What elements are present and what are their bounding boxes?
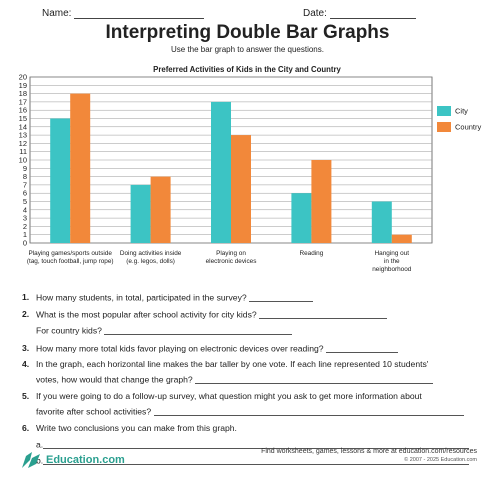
bar-country	[70, 93, 91, 243]
question-number: 4.	[22, 359, 30, 369]
y-tick-label: 11	[19, 147, 27, 156]
bar-city	[211, 101, 231, 244]
bar-city	[50, 118, 71, 243]
answer-blank[interactable]	[153, 407, 464, 416]
bar-country	[391, 234, 412, 243]
bar-city	[291, 193, 312, 243]
answer-blank[interactable]	[195, 375, 434, 384]
answer-label: a.	[36, 439, 44, 450]
y-tick-label: 5	[23, 197, 27, 206]
bar-country	[311, 160, 332, 243]
legend-swatch-country	[437, 122, 451, 132]
y-tick-label: 19	[19, 81, 27, 90]
category-label: Hanging out	[375, 250, 410, 257]
y-tick-label: 1	[23, 230, 27, 239]
y-tick-label: 10	[19, 156, 27, 165]
y-tick-label: 8	[23, 172, 27, 181]
name-field[interactable]: Name:	[42, 8, 205, 19]
y-tick-label: 7	[23, 180, 27, 189]
question-text: How many more total kids favor playing o…	[36, 343, 324, 354]
footer-text: Find worksheets, games, lessons & more a…	[261, 448, 477, 455]
question-text: For country kids?	[36, 325, 102, 336]
question-number: 5.	[22, 391, 30, 401]
question-text: votes, how would that change the graph?	[36, 374, 193, 385]
legend-label: Country	[455, 123, 482, 132]
pencil-logo-icon	[22, 452, 40, 468]
y-tick-label: 2	[23, 222, 27, 231]
category-label: (e.g. legos, dolls)	[126, 258, 175, 265]
question-number: 2.	[22, 309, 30, 319]
date-field[interactable]: Date:	[303, 8, 416, 19]
bar-city	[371, 201, 392, 243]
brand-name: Education.com	[46, 454, 125, 466]
y-tick-label: 4	[23, 205, 27, 214]
footer-info: Find worksheets, games, lessons & more a…	[261, 448, 477, 463]
answer-blank[interactable]	[43, 456, 470, 465]
answer-label: b.	[36, 455, 44, 466]
question-number: 1.	[22, 292, 30, 302]
y-tick-label: 0	[23, 239, 27, 248]
bar-country	[150, 176, 171, 243]
question-5-continued: favorite after school activities?	[36, 407, 464, 416]
question-number: 6.	[22, 423, 30, 433]
y-tick-label: 9	[23, 164, 27, 173]
answer-blank[interactable]	[43, 440, 470, 449]
category-label: electronic devices	[206, 258, 257, 265]
legend-swatch-city	[437, 106, 451, 116]
education-logo[interactable]: Education.com	[20, 450, 125, 470]
category-label: Reading	[299, 250, 323, 257]
y-tick-label: 20	[19, 73, 27, 82]
category-label: Doing activities inside	[120, 250, 182, 257]
answer-b: b.	[36, 455, 470, 466]
y-tick-label: 12	[19, 139, 27, 148]
answer-blank[interactable]	[249, 293, 314, 302]
answer-blank[interactable]	[325, 344, 398, 353]
y-tick-label: 3	[23, 214, 27, 223]
category-label: Playing games/sports outside	[28, 250, 112, 257]
question-text: In the graph, each horizontal line makes…	[36, 359, 429, 369]
question-text: How many students, in total, participate…	[36, 292, 247, 303]
question-text: Write two conclusions you can make from …	[36, 423, 237, 433]
name-label: Name:	[42, 8, 72, 19]
question-text: If you were going to do a follow-up surv…	[36, 391, 422, 401]
page-subtitle: Use the bar graph to answer the question…	[171, 45, 324, 54]
y-tick-label: 15	[19, 114, 27, 123]
answer-blank[interactable]	[259, 310, 388, 319]
y-tick-label: 17	[19, 97, 27, 106]
answer-a: a.	[36, 439, 470, 450]
question-text: What is the most popular after school ac…	[36, 309, 257, 320]
question-number: 3.	[22, 343, 30, 353]
worksheet-header: Name: Date:	[0, 6, 495, 20]
question-4-continued: votes, how would that change the graph?	[36, 374, 434, 385]
y-tick-label: 13	[19, 131, 27, 140]
name-blank[interactable]	[74, 9, 205, 19]
category-label: (tag, touch football, jump rope)	[27, 258, 114, 265]
page-title: Interpreting Double Bar Graphs	[105, 22, 390, 43]
footer: Education.com Find worksheets, games, le…	[0, 444, 495, 495]
y-tick-label: 6	[23, 189, 27, 198]
question-text: favorite after school activities?	[36, 406, 152, 417]
y-tick-label: 14	[19, 122, 27, 131]
question-2-continued: For country kids?	[36, 325, 293, 336]
answer-blank[interactable]	[104, 326, 293, 335]
chart-title: Preferred Activities of Kids in the City…	[153, 65, 341, 74]
bar-city	[130, 184, 151, 243]
legend-label: City	[455, 107, 468, 116]
y-tick-label: 18	[19, 89, 27, 98]
copyright: © 2007 - 2025 Education.com	[404, 457, 477, 463]
double-bar-chart: Preferred Activities of Kids in the City…	[19, 65, 482, 273]
date-label: Date:	[303, 8, 327, 19]
category-label: Playing on	[216, 250, 246, 257]
bar-country	[231, 135, 251, 243]
y-tick-label: 16	[19, 106, 27, 115]
date-blank[interactable]	[329, 9, 416, 19]
category-label: neighborhood	[372, 266, 412, 273]
category-label: in the	[384, 258, 400, 265]
